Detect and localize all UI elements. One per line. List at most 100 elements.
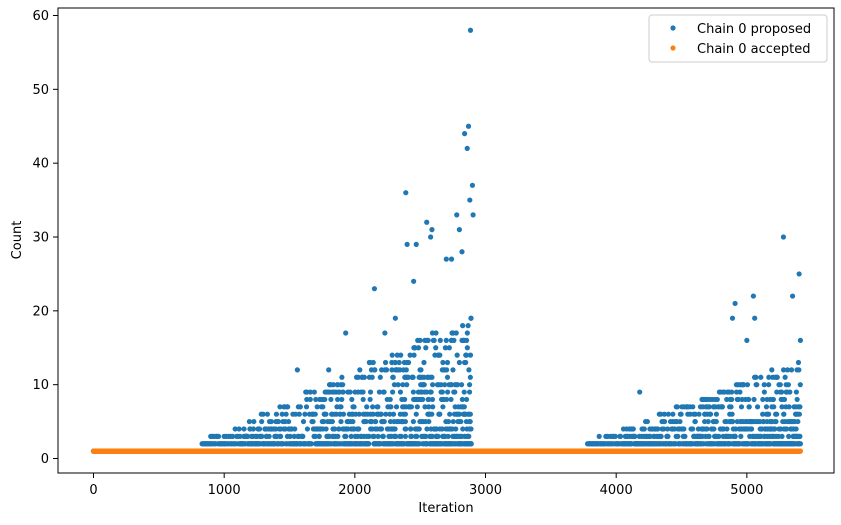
proposed-point — [428, 389, 434, 395]
proposed-point — [285, 404, 291, 410]
proposed-point — [461, 404, 467, 410]
proposed-point — [247, 426, 253, 432]
proposed-point — [293, 411, 299, 417]
proposed-point — [460, 426, 466, 432]
proposed-point — [460, 323, 466, 329]
proposed-point — [788, 367, 795, 373]
proposed-point — [380, 433, 386, 439]
proposed-point — [704, 426, 710, 432]
proposed-point — [752, 315, 758, 321]
proposed-point — [465, 123, 472, 129]
plot-area-frame — [57, 7, 835, 474]
proposed-point — [402, 433, 409, 439]
proposed-point — [361, 374, 367, 380]
points-layer — [90, 27, 804, 454]
proposed-point — [744, 382, 751, 388]
y-tick-label: 10 — [32, 378, 49, 393]
proposed-point — [398, 352, 404, 358]
x-tick-label: 1000 — [208, 483, 241, 498]
proposed-point — [772, 426, 778, 432]
proposed-point — [466, 367, 472, 373]
proposed-point — [356, 411, 362, 417]
y-tick-label: 40 — [32, 157, 49, 172]
proposed-point — [454, 382, 461, 388]
proposed-point — [795, 418, 801, 425]
proposed-point — [323, 426, 329, 432]
proposed-point — [367, 396, 373, 403]
proposed-point — [463, 359, 469, 366]
proposed-point — [393, 433, 399, 439]
proposed-point — [758, 374, 764, 380]
proposed-point — [330, 382, 336, 388]
proposed-point — [781, 411, 787, 417]
proposed-point — [266, 433, 272, 439]
proposed-point — [402, 411, 409, 417]
proposed-point — [381, 418, 387, 425]
proposed-point — [658, 411, 664, 417]
proposed-point — [277, 404, 283, 410]
proposed-point — [670, 411, 676, 417]
y-axis: 0 10 20 30 40 50 60 — [32, 9, 58, 467]
proposed-point — [439, 389, 445, 395]
proposed-point — [336, 426, 342, 432]
proposed-point — [403, 367, 409, 373]
proposed-point — [774, 389, 780, 395]
proposed-point — [469, 182, 476, 188]
proposed-point — [396, 359, 402, 366]
y-tick-label: 60 — [32, 9, 49, 24]
proposed-point — [705, 418, 711, 425]
proposed-point — [794, 396, 800, 403]
proposed-point — [335, 433, 341, 439]
proposed-point — [375, 404, 381, 410]
proposed-point — [658, 433, 664, 439]
proposed-point — [390, 411, 397, 417]
legend-marker-accepted — [670, 45, 676, 51]
proposed-point — [264, 411, 271, 417]
proposed-point — [230, 433, 236, 439]
proposed-point — [468, 315, 474, 321]
proposed-point — [641, 426, 647, 432]
proposed-point — [215, 433, 222, 439]
proposed-point — [724, 426, 730, 432]
proposed-point — [402, 396, 408, 403]
proposed-point — [370, 411, 376, 417]
proposed-point — [754, 404, 761, 410]
proposed-point — [696, 411, 702, 417]
proposed-point — [310, 418, 316, 425]
proposed-point — [424, 426, 430, 432]
proposed-point — [760, 411, 766, 417]
proposed-point — [458, 418, 464, 425]
proposed-point — [453, 426, 459, 432]
proposed-point — [428, 234, 434, 240]
proposed-point — [661, 418, 668, 425]
proposed-point — [435, 433, 441, 439]
proposed-point — [796, 411, 802, 417]
proposed-point — [365, 441, 371, 447]
proposed-point — [647, 433, 653, 439]
proposed-point — [349, 396, 355, 403]
proposed-point — [793, 389, 799, 395]
x-tick-label: 0 — [89, 483, 97, 498]
proposed-point — [797, 404, 803, 410]
proposed-point — [465, 323, 471, 329]
proposed-point — [445, 389, 451, 395]
proposed-point — [285, 418, 292, 425]
proposed-point — [780, 367, 787, 373]
x-tick-label: 2000 — [338, 483, 371, 498]
proposed-point — [761, 389, 767, 395]
proposed-point — [312, 433, 318, 439]
proposed-point — [781, 396, 788, 403]
proposed-point — [433, 345, 439, 351]
proposed-point — [661, 426, 667, 432]
proposed-point — [392, 426, 398, 432]
proposed-point — [682, 433, 688, 439]
proposed-point — [728, 404, 734, 410]
proposed-point — [452, 389, 458, 395]
proposed-point — [771, 404, 777, 410]
proposed-point — [283, 411, 289, 417]
proposed-point — [466, 389, 473, 395]
proposed-point — [426, 418, 432, 425]
proposed-point — [338, 418, 344, 425]
proposed-point — [797, 441, 804, 447]
proposed-point — [340, 411, 347, 417]
